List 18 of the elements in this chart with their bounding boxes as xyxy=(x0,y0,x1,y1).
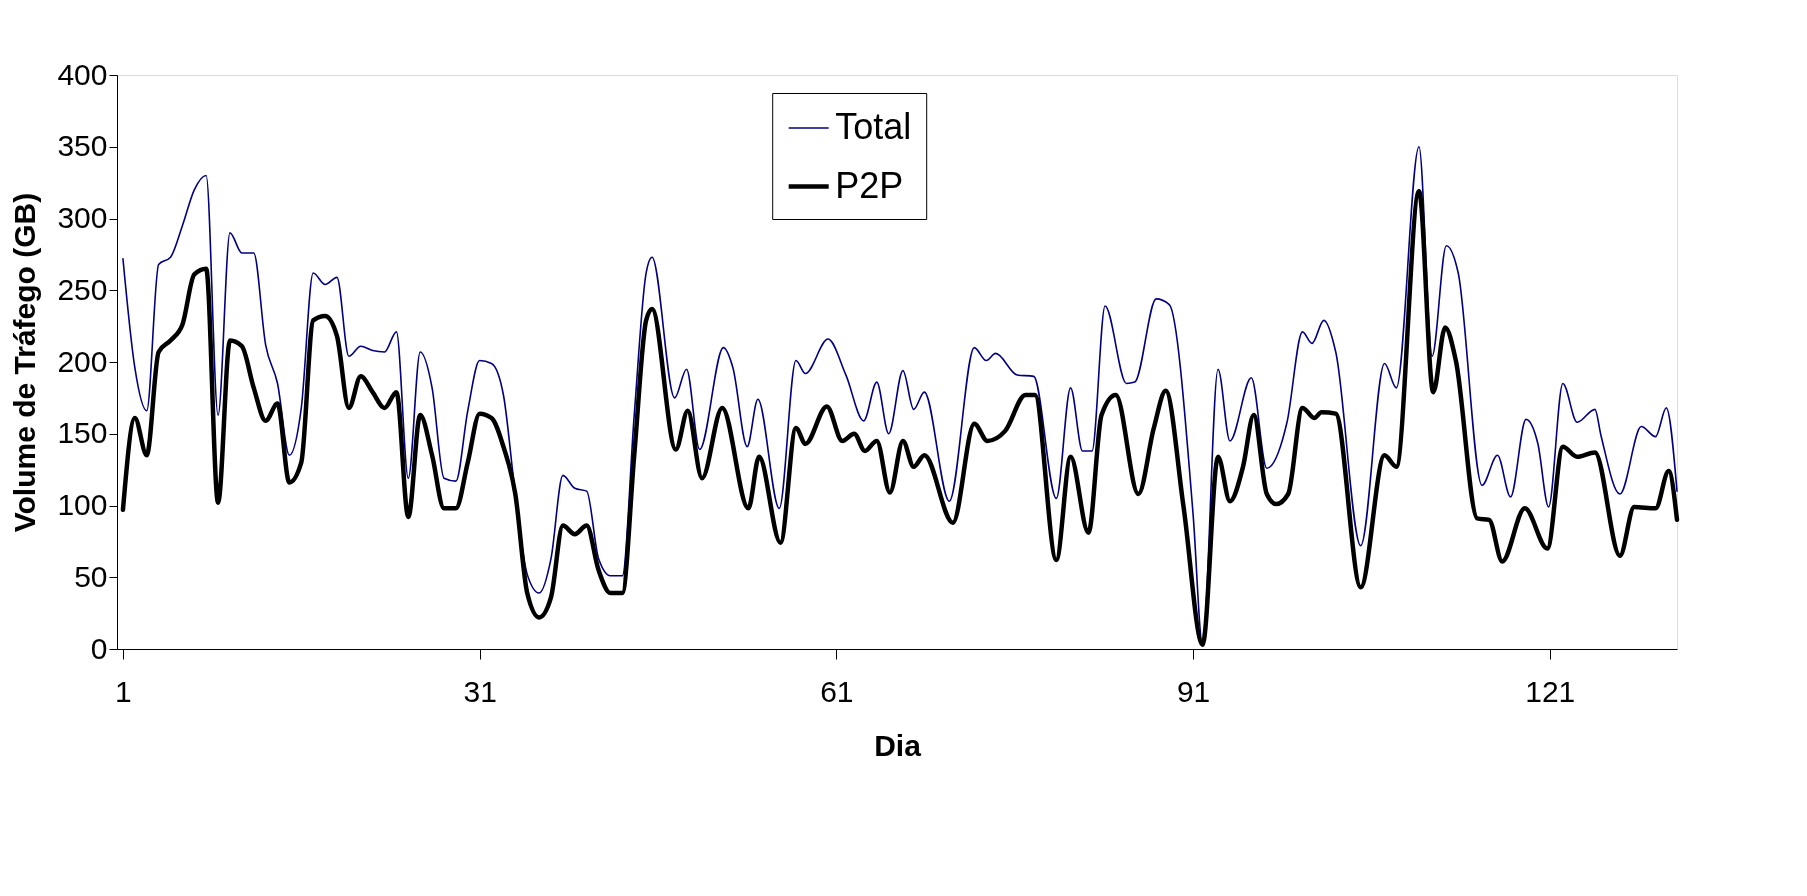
y-axis-title: Volume de Tráfego (GB) xyxy=(8,192,42,533)
x-tick-label: 61 xyxy=(820,674,854,708)
x-tick-label: 31 xyxy=(463,674,497,708)
x-axis-title: Dia xyxy=(874,728,922,762)
y-tick-label: 250 xyxy=(57,272,108,306)
legend-label: P2P xyxy=(835,164,904,206)
x-tick-label: 121 xyxy=(1525,674,1576,708)
y-tick-label: 200 xyxy=(57,344,108,378)
y-tick-label: 400 xyxy=(57,57,108,91)
legend-label: Total xyxy=(835,106,912,147)
y-tick-label: 100 xyxy=(57,488,108,521)
y-tick-label: 0 xyxy=(90,631,108,665)
y-tick-label: 150 xyxy=(57,416,108,450)
y-tick-label: 300 xyxy=(57,201,108,234)
y-tick-label: 50 xyxy=(74,559,108,593)
y-tick-label: 350 xyxy=(57,129,108,163)
x-tick-label: 1 xyxy=(115,674,132,708)
x-tick-label: 91 xyxy=(1176,674,1211,708)
